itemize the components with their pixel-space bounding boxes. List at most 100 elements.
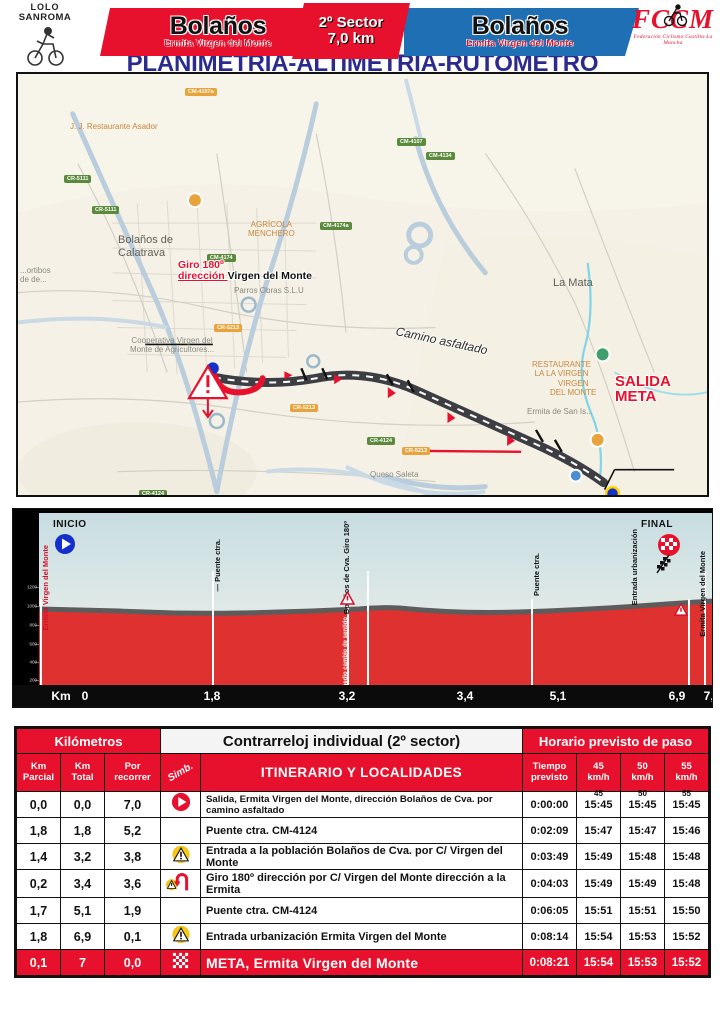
cell-symbol [160,817,201,844]
cell-km-parcial: 1,8 [16,923,61,950]
cell-por-recorrer: 1,9 [104,897,161,924]
col-header-por-recorrer: Por recorrer [104,753,161,792]
map-poi-label: AGRÍCOLA MENCHERO [248,220,295,238]
road-badge: CR-4124 [367,437,396,445]
cell-km-parcial: 1,8 [16,817,61,844]
logo-line-2: SANROMA [18,12,72,23]
map-poi-label: Cooperativa Virgen del Monte de Agricult… [130,336,215,354]
play-circle-icon [55,534,75,554]
group-header-kilometros: Kilómetros [16,728,161,754]
cell-description: Entrada urbanización Ermita Virgen del M… [200,923,523,950]
sector-distance: 7,0 km [327,30,375,47]
profile-marker-line [367,571,369,685]
map-poi-label: Parros Obras S.L.U [234,286,304,295]
x-tick-label: 3,2 [338,689,356,703]
cell-km-total: 0,0 [60,791,105,818]
cell-km-parcial: 1,4 [16,843,61,870]
meta-text: META [615,388,657,405]
table-row[interactable]: 1,8 6,9 0,1 Entrada urbanización Ermita … [16,923,710,950]
banner-right-text: Bolaños Ermita Virgen del Monte [420,14,620,49]
warning-triangle-icon [171,925,190,943]
cell-tiempo: 0:06:05 [521,897,577,924]
y-tick-label: 600 [29,641,37,647]
cell-50kmh: 15:49 [619,869,665,898]
cell-por-recorrer: 3,8 [104,843,161,870]
cell-por-recorrer: 0,1 [104,923,161,950]
cell-km-total: 6,9 [60,923,105,950]
cell-por-recorrer: 7,0 [104,791,161,818]
map-poi-label: Ermita de San Is... [527,407,593,416]
cell-45kmh: 15:54 [575,949,621,976]
x-tick-label: 0 [81,689,89,703]
banner-left-text: Bolaños Ermita Virgen del Monte [118,14,318,49]
cell-por-recorrer: 5,2 [104,817,161,844]
profile-annotation: Entrada urbanización [630,529,639,606]
x-tick-label: 6,9 [668,689,686,703]
u-turn-icon [165,873,188,891]
banner-left-title: Bolaños [169,12,267,40]
table-row[interactable]: 0,0 0,0 7,0 Salida, Ermita Virgen del Mo… [16,789,710,818]
road-badge: CM-4107a [185,88,217,96]
cell-description: META, Ermita Virgen del Monte [200,949,523,976]
banner-left-subtitle: Ermita Virgen del Monte [164,38,272,48]
banner-right-title: Bolaños [471,12,569,40]
cell-symbol [160,897,201,924]
banner-right-shape [404,8,639,56]
x-tick-label: 1,8 [203,689,221,703]
table-group-header-row: Kilómetros Contrarreloj individual (2º s… [16,728,710,754]
fccm-federation-logo: FCCM Federación Ciclismo Castilla-La Man… [625,4,721,58]
map-town-label: Bolaños de Calatrava [118,234,174,259]
salida-meta-annotation: SALIDA META [615,374,671,404]
cell-55kmh: 15:48 [663,843,710,870]
banner-right-subtitle: Ermita Virgen del Monte [466,38,574,48]
cell-tiempo: 0:04:03 [521,869,577,898]
elevation-profile: 1200 1000 800 600 400 200 Ermita Virgen … [12,508,713,708]
map-poi-label: RESTAURANTE LA LA VIRGEN [532,360,591,378]
map-town-label: La Mata [553,277,593,289]
road-badge: CR-4124 [139,490,168,495]
table-row[interactable]: 1,8 1,8 5,2 Puente ctra. CM-4124 0:02:09… [16,817,710,844]
col-header-simbologia: Simb. [160,753,201,792]
cell-symbol [160,869,201,898]
y-tick-label: 400 [29,659,37,665]
cell-50kmh: 15:53 [619,923,665,950]
sector-badge: 2º Sector 7,0 km [292,3,410,59]
profile-marker-line [704,571,706,685]
route-map[interactable]: Bolaños de Calatrava La Mata J. J. Resta… [16,72,709,497]
map-poi-label: ...ortibos de de... [20,266,51,284]
road-badge: CM-4174a [320,222,352,230]
map-poi-label: VIRGEN DEL MONTE [550,379,597,397]
cell-50kmh: 15:47 [619,817,665,844]
cell-tiempo: 0:02:09 [521,817,577,844]
profile-x-axis: Km 0 1,8 3,2 3,4 5,1 6,9 7,0 [13,685,712,707]
cell-km-parcial: 0,2 [16,869,61,898]
y-tick-label: 1000 [26,603,37,609]
cell-45kmh: 15:49 [575,869,621,898]
profile-annotation: Puente ctra. [532,553,541,596]
table-row[interactable]: 1,7 5,1 1,9 Puente ctra. CM-4124 0:06:05… [16,897,710,924]
cell-km-parcial: 0,0 [16,791,61,818]
cell-symbol [160,843,201,870]
table-row[interactable]: 0,2 3,4 3,6 Giro 180º dirección por C/ V… [16,869,710,898]
warning-triangle-icon [674,603,688,616]
cell-50kmh: 50 15:45 [619,789,665,818]
cell-45kmh: 15:54 [575,923,621,950]
y-tick-label: 200 [29,677,37,683]
table-row-meta[interactable]: 0,1 7 0,0 [16,949,710,976]
profile-marker-line [688,599,690,685]
cell-km-total: 1,8 [60,817,105,844]
profile-inicio-label: INICIO [53,519,87,530]
warning-triangle-icon [340,591,355,605]
start-play-icon [171,792,190,812]
road-badge: CM-4174 [207,254,236,262]
profile-marker-line [212,571,214,685]
profile-marker-line [347,603,349,685]
col-header-tiempo: Tiempo previsto [521,753,577,792]
cell-45kmh: 15:51 [575,897,621,924]
y-tick-label: 1200 [26,584,37,590]
giro-line-2: dirección Virgen del Monte [178,270,313,283]
cell-45kmh: 45 15:45 [575,789,621,818]
profile-annotation: Ermita Virgen del Monte [41,545,50,631]
cell-55kmh: 15:46 [663,817,710,844]
table-row[interactable]: 1,4 3,2 3,8 Entrada a la población Bolañ… [16,843,710,870]
